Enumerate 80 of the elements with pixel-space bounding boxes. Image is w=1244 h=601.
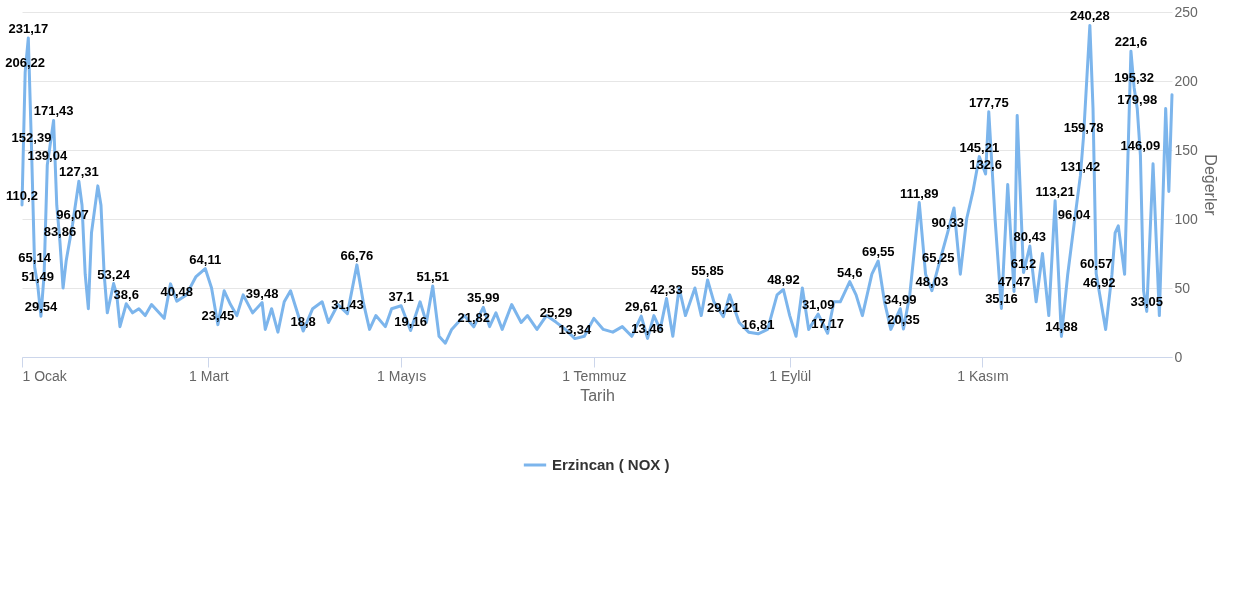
data-label: 90,33 [931,215,964,231]
data-label: 29,61 [624,299,658,315]
y-tick-label: 200 [1174,72,1199,89]
data-label: 20,35 [887,311,920,327]
data-label: 111,89 [900,185,939,201]
data-label: 80,43 [1013,229,1047,245]
data-label: 64,11 [189,251,222,267]
data-label: 48,92 [767,272,800,288]
data-label: 23,45 [201,307,235,323]
x-axis-title: Tarih [580,386,615,404]
data-label: 38,6 [113,286,139,302]
data-label: 113,21 [1035,183,1075,199]
data-label: 96,04 [1057,207,1092,223]
data-label: 221,6 [1114,34,1148,50]
x-tick-label: 1 Mayıs [377,367,427,384]
data-label: 25,29 [539,305,573,321]
legend-label: Erzincan ( NOX ) [552,456,670,473]
data-label: 16,81 [741,316,775,332]
data-label: 55,85 [691,262,724,278]
data-label: 18,8 [290,314,316,330]
data-label: 51,49 [21,268,55,284]
data-label: 13,46 [631,321,664,337]
data-label: 42,33 [650,281,683,297]
data-label: 35,16 [985,291,1018,307]
data-label: 240,28 [1069,8,1110,24]
data-label: 132,6 [969,157,1002,173]
data-label: 83,86 [43,224,77,240]
data-label: 21,82 [457,309,491,325]
data-label: 60,57 [1079,256,1113,272]
data-label: 17,17 [811,316,844,332]
y-tick-label: 250 [1174,3,1199,20]
data-label: 179,98 [1117,91,1158,107]
data-label: 177,75 [968,94,1009,110]
data-label: 51,51 [416,268,449,284]
data-label: 48,03 [915,273,949,289]
data-label: 152,39 [11,129,52,145]
x-tick-label: 1 Eylül [769,367,812,384]
data-label: 66,76 [340,247,374,263]
data-label: 29,54 [24,299,58,315]
x-tick-label: 1 Temmuz [562,367,627,384]
data-label: 47,47 [997,274,1031,290]
data-label: 35,99 [466,290,500,306]
data-label: 13,34 [558,321,592,337]
data-label: 145,21 [959,139,1000,155]
data-label: 37,1 [388,288,414,304]
x-tick-label: 1 Kasım [957,367,1009,384]
y-tick-label: 100 [1174,210,1199,227]
data-label: 96,07 [56,207,89,223]
data-label: 33,05 [1130,294,1163,310]
data-label: 53,24 [97,266,131,282]
data-label: 171,43 [33,103,74,119]
data-label: 231,17 [8,20,49,36]
data-label: 65,14 [18,250,52,266]
data-label: 127,31 [58,164,99,180]
x-tick-label: 1 Ocak [22,367,68,384]
y-tick-label: 0 [1174,348,1183,365]
data-label: 40,48 [160,284,194,300]
data-label: 110,2 [6,187,38,203]
data-label: 46,92 [1083,275,1116,291]
data-label: 54,6 [837,264,863,280]
data-label: 206,22 [5,55,46,71]
data-label: 139,04 [27,148,68,164]
data-label: 61,2 [1010,255,1037,271]
data-label: 69,55 [861,244,895,260]
data-label: 34,99 [884,291,917,307]
data-label: 39,48 [245,285,279,301]
data-label: 65,25 [921,249,955,265]
y-tick-label: 50 [1174,279,1191,296]
data-label: 159,78 [1063,119,1104,135]
data-label: 29,21 [707,299,740,315]
y-axis-title: Değerler [1201,154,1219,217]
data-label: 14,88 [1045,319,1078,335]
data-label: 195,32 [1114,70,1154,86]
data-label: 19,16 [394,313,427,329]
data-label: 146,09 [1120,138,1161,154]
data-label: 31,09 [801,297,835,313]
data-label: 31,43 [331,296,364,312]
y-tick-label: 150 [1174,141,1199,158]
data-label: 131,42 [1060,158,1101,174]
x-tick-label: 1 Mart [189,367,229,384]
